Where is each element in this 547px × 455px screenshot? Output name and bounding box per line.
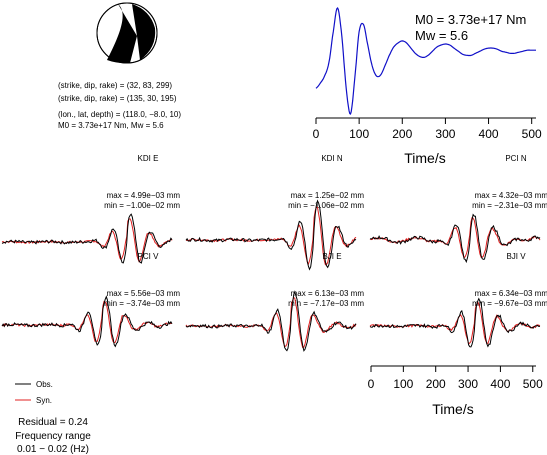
min-amplitude-label: min = −2.31e−03 mm xyxy=(472,201,547,210)
min-amplitude-label: min = −1.00e−02 mm xyxy=(104,201,180,210)
waveform-x-tick-label: 200 xyxy=(426,377,446,391)
station-label: PCI V xyxy=(138,252,160,261)
waveform-x-tick-label: 100 xyxy=(393,377,413,391)
observed-trace xyxy=(185,290,357,352)
synthetic-trace xyxy=(369,300,541,345)
min-amplitude-label: min = −3.74e−03 mm xyxy=(104,299,180,308)
stf-x-tick-label: 300 xyxy=(435,127,455,141)
synthetic-trace xyxy=(185,206,357,266)
mechanism-line: (lon., lat, depth) = (118.0, −8.0, 10) xyxy=(58,110,181,119)
min-amplitude-label: min = −7.17e−03 mm xyxy=(288,299,364,308)
legend-syn-label: Syn. xyxy=(36,396,52,405)
observed-trace xyxy=(369,297,541,348)
station-label: KDI E xyxy=(138,154,159,163)
stf-x-tick-label: 100 xyxy=(349,127,369,141)
stf-x-tick-label: 500 xyxy=(522,127,542,141)
stf-x-tick-label: 200 xyxy=(392,127,412,141)
stf-plot: M0 = 3.73e+17 Nm Mw = 5.6 0 100 200 300 400 5… xyxy=(313,6,542,166)
waveform-time-axis: 0 100 200 300 400 500 Time/s xyxy=(368,365,543,417)
stf-series-line xyxy=(315,6,536,115)
stf-m0-label: M0 = 3.73e+17 Nm xyxy=(415,12,526,27)
frequency-range-value: 0.01 − 0.02 (Hz) xyxy=(17,444,89,455)
waveform-x-tick-label: 0 xyxy=(368,377,375,391)
stf-mw-label: Mw = 5.6 xyxy=(415,28,468,43)
observed-trace xyxy=(185,199,357,271)
residual-label: Residual = 0.24 xyxy=(18,417,88,428)
stf-x-tick-label: 0 xyxy=(313,127,320,141)
legend-obs-label: Obs. xyxy=(36,380,53,389)
observed-trace xyxy=(369,213,541,264)
observed-trace xyxy=(1,213,173,264)
mechanism-line: (strike, dip, rake) = (135, 30, 195) xyxy=(58,94,177,103)
stf-x-label: Time/s xyxy=(404,150,445,166)
legend: Obs. Syn. xyxy=(15,380,53,405)
synthetic-trace xyxy=(369,216,541,259)
waveform-x-tick-label: 500 xyxy=(523,377,543,391)
max-amplitude-label: max = 6.34e−03 mm xyxy=(475,289,547,298)
waveform-x-label: Time/s xyxy=(432,401,473,417)
observed-trace xyxy=(1,295,173,348)
station-label: KDI N xyxy=(321,154,343,163)
min-amplitude-label: min = −1.06e−02 mm xyxy=(288,201,364,210)
max-amplitude-label: max = 5.56e−03 mm xyxy=(107,289,181,298)
frequency-range-label: Frequency range xyxy=(15,431,91,442)
max-amplitude-label: max = 4.99e−03 mm xyxy=(107,191,181,200)
max-amplitude-label: max = 6.13e−03 mm xyxy=(291,289,365,298)
waveform-x-tick-label: 300 xyxy=(458,377,478,391)
beachball-icon xyxy=(96,2,158,64)
mechanism-line: M0 = 3.73e+17 Nm, Mw = 5.6 xyxy=(58,121,164,130)
max-amplitude-label: max = 4.32e−03 mm xyxy=(475,191,547,200)
station-label: BJI E xyxy=(322,252,341,261)
max-amplitude-label: max = 1.25e−02 mm xyxy=(291,191,365,200)
min-amplitude-label: min = −9.67e−03 mm xyxy=(472,299,547,308)
waveform-x-tick-label: 400 xyxy=(490,377,510,391)
station-label: PCI N xyxy=(505,154,527,163)
mechanism-line: (strike, dip, rake) = (32, 83, 299) xyxy=(58,81,172,90)
station-label: BJI V xyxy=(506,252,526,261)
stf-x-tick-label: 400 xyxy=(479,127,499,141)
